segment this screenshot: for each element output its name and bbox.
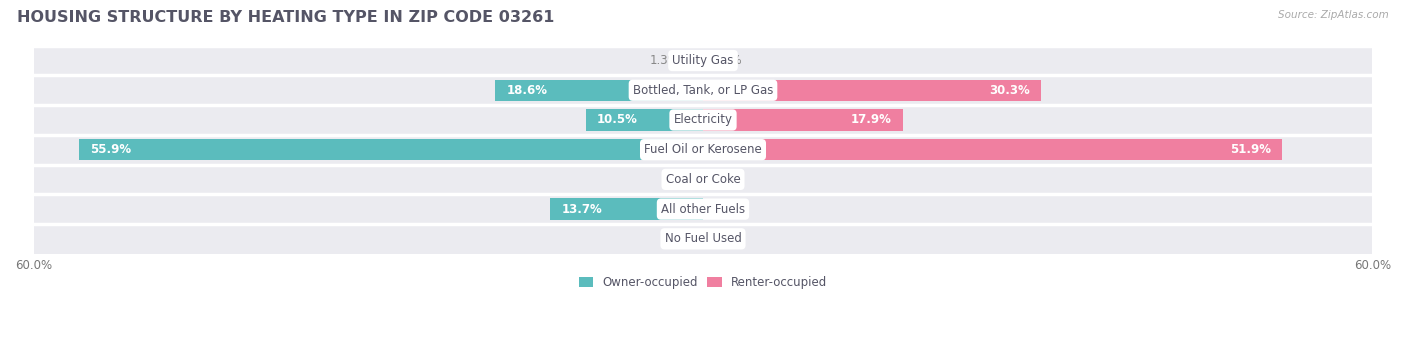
Bar (586, 109, 703, 131)
Text: Coal or Coke: Coal or Coke (665, 173, 741, 186)
Text: 0.0%: 0.0% (711, 54, 741, 67)
Bar (79, 139, 703, 160)
Text: 51.9%: 51.9% (1230, 143, 1271, 156)
Text: Electricity: Electricity (673, 114, 733, 127)
Bar (34, 194, 1372, 224)
Text: 0.0%: 0.0% (665, 173, 695, 186)
Bar (34, 165, 1372, 194)
Text: 13.7%: 13.7% (561, 203, 602, 216)
Bar (703, 79, 1040, 101)
Text: 17.9%: 17.9% (851, 114, 891, 127)
Bar (689, 50, 703, 71)
Text: 0.0%: 0.0% (665, 232, 695, 245)
Text: 1.3%: 1.3% (650, 54, 679, 67)
Text: 0.0%: 0.0% (711, 232, 741, 245)
Bar (34, 135, 1372, 165)
Text: 30.3%: 30.3% (990, 84, 1031, 97)
Text: Source: ZipAtlas.com: Source: ZipAtlas.com (1278, 10, 1389, 20)
Text: Utility Gas: Utility Gas (672, 54, 734, 67)
Bar (34, 75, 1372, 105)
Bar (703, 109, 903, 131)
Text: HOUSING STRUCTURE BY HEATING TYPE IN ZIP CODE 03261: HOUSING STRUCTURE BY HEATING TYPE IN ZIP… (17, 10, 554, 25)
Text: 0.0%: 0.0% (711, 173, 741, 186)
Bar (550, 198, 703, 220)
Bar (703, 139, 1282, 160)
Text: All other Fuels: All other Fuels (661, 203, 745, 216)
Text: 0.0%: 0.0% (711, 203, 741, 216)
Text: No Fuel Used: No Fuel Used (665, 232, 741, 245)
Bar (495, 79, 703, 101)
Legend: Owner-occupied, Renter-occupied: Owner-occupied, Renter-occupied (574, 271, 832, 294)
Text: 55.9%: 55.9% (90, 143, 132, 156)
Bar (34, 224, 1372, 254)
Bar (34, 46, 1372, 75)
Bar (34, 105, 1372, 135)
Text: Bottled, Tank, or LP Gas: Bottled, Tank, or LP Gas (633, 84, 773, 97)
Text: 10.5%: 10.5% (598, 114, 638, 127)
Text: 18.6%: 18.6% (506, 84, 547, 97)
Text: Fuel Oil or Kerosene: Fuel Oil or Kerosene (644, 143, 762, 156)
